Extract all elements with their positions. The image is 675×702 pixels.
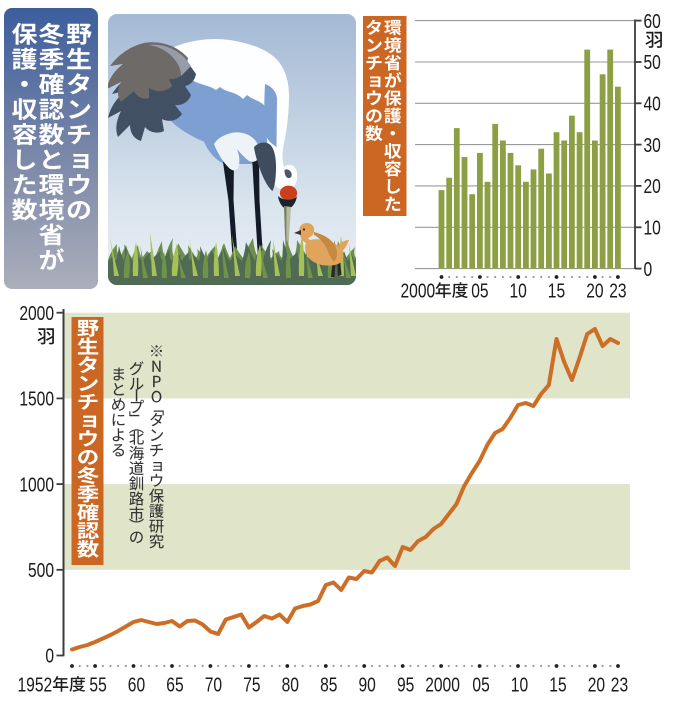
svg-text:40: 40 (644, 93, 661, 115)
svg-text:50: 50 (644, 51, 661, 73)
svg-text:23: 23 (609, 280, 626, 302)
svg-text:95: 95 (397, 673, 414, 695)
svg-text:90: 90 (359, 673, 376, 695)
svg-text:20: 20 (586, 280, 603, 302)
svg-text:1000: 1000 (19, 473, 54, 495)
svg-text:15: 15 (549, 673, 566, 695)
svg-text:05: 05 (471, 280, 488, 302)
svg-text:80: 80 (282, 673, 299, 695)
svg-text:10: 10 (511, 673, 528, 695)
svg-text:10: 10 (510, 280, 527, 302)
svg-text:70: 70 (205, 673, 222, 695)
svg-text:0: 0 (45, 645, 54, 667)
svg-text:60: 60 (644, 10, 661, 32)
svg-text:05: 05 (472, 673, 489, 695)
svg-text:2000: 2000 (425, 673, 460, 695)
svg-text:20: 20 (644, 175, 661, 197)
svg-text:85: 85 (320, 673, 337, 695)
svg-text:1952: 1952 (18, 673, 53, 695)
svg-text:30: 30 (644, 134, 661, 156)
svg-text:75: 75 (243, 673, 260, 695)
svg-text:500: 500 (28, 559, 54, 581)
svg-text:20: 20 (588, 673, 605, 695)
svg-text:23: 23 (611, 673, 628, 695)
svg-text:10: 10 (644, 217, 661, 239)
svg-text:2000: 2000 (19, 302, 54, 324)
svg-text:0: 0 (644, 258, 653, 280)
svg-text:65: 65 (166, 673, 183, 695)
svg-text:55: 55 (89, 673, 106, 695)
svg-text:1500: 1500 (19, 388, 54, 410)
svg-text:60: 60 (128, 673, 145, 695)
svg-text:15: 15 (548, 280, 565, 302)
svg-text:2000: 2000 (401, 280, 436, 302)
